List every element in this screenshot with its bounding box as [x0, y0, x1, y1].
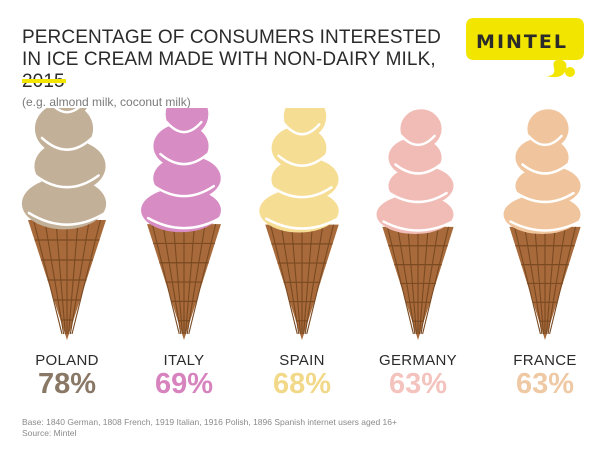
logo-text: MINTEL — [476, 31, 568, 53]
cone-spain — [259, 108, 339, 340]
ice-cream-cones — [21, 108, 581, 340]
chart-subtitle: (e.g. almond milk, coconut milk) — [22, 95, 191, 109]
country-label-italy: ITALY — [163, 352, 205, 369]
cone-france — [503, 108, 581, 340]
percent-label-france: 63% — [515, 368, 575, 400]
cone-germany — [376, 108, 454, 340]
mintel-logo-icon — [466, 18, 584, 78]
country-label-germany: GERMANY — [379, 352, 457, 369]
percent-label-germany: 63% — [388, 368, 448, 400]
percent-label-spain: 68% — [272, 368, 332, 400]
footnote: Base: 1840 German, 1808 French, 1919 Ita… — [22, 417, 397, 439]
percent-label-italy: 69% — [154, 368, 214, 400]
footnote-source: Source: Mintel — [22, 428, 77, 438]
country-label-spain: SPAIN — [279, 352, 325, 369]
cone-italy — [141, 108, 222, 340]
footnote-base: Base: 1840 German, 1808 French, 1919 Ita… — [22, 417, 397, 427]
country-label-poland: POLAND — [35, 352, 99, 369]
chart-title: PERCENTAGE OF CONSUMERS INTERESTED IN IC… — [22, 27, 441, 92]
country-label-france: FRANCE — [513, 352, 577, 369]
title-accent-bar — [22, 79, 66, 83]
cone-poland — [21, 108, 107, 340]
percent-label-poland: 78% — [37, 368, 97, 400]
